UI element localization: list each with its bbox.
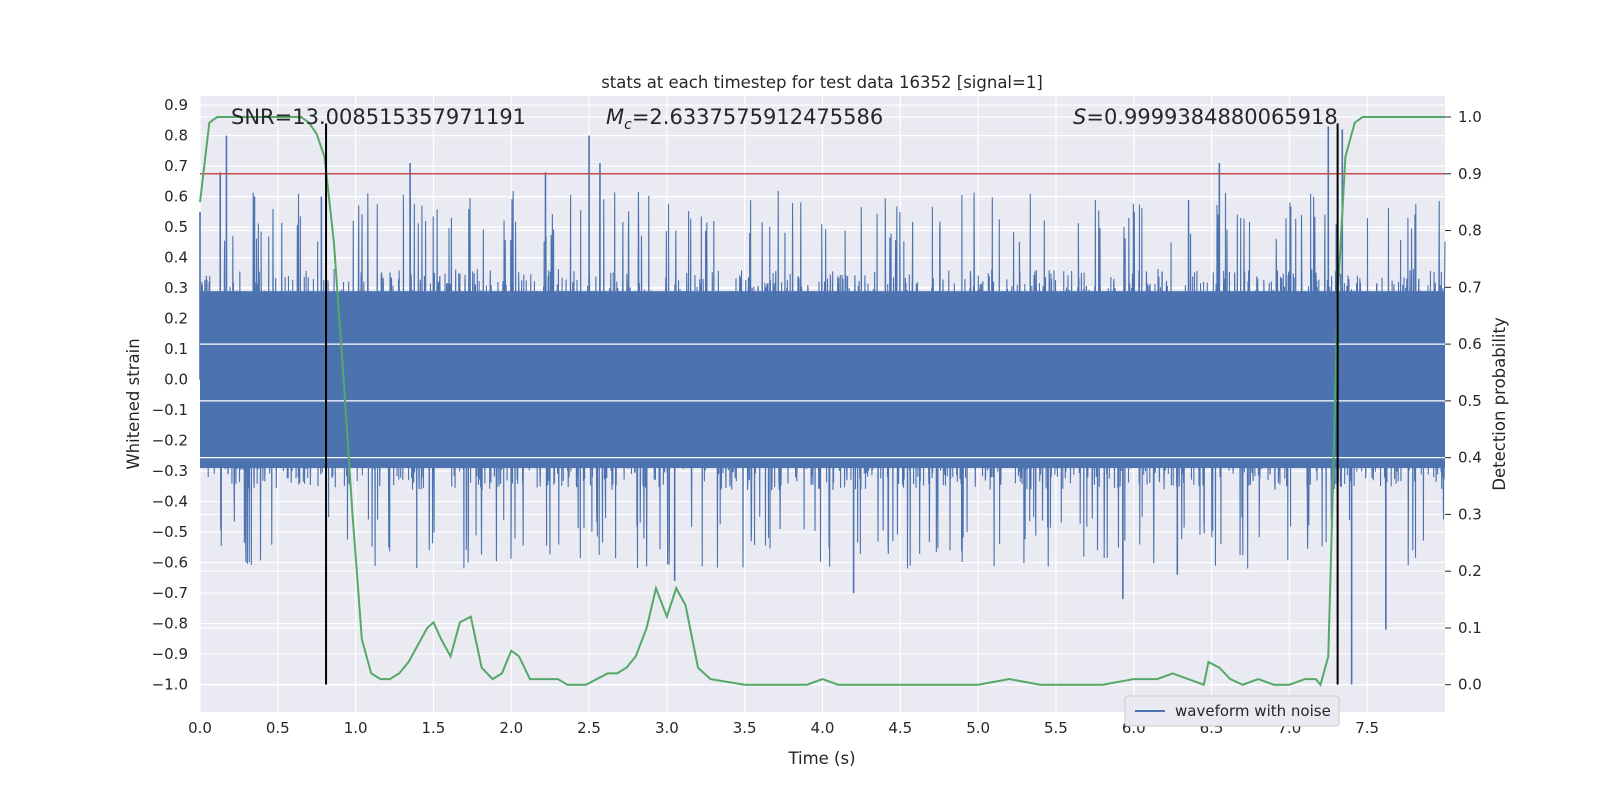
y-left-tick-label: −0.2 <box>152 432 188 450</box>
y-left-tick-label: 0.5 <box>164 218 188 236</box>
legend: waveform with noise <box>1124 695 1340 727</box>
statistic-value: =0.9999384880065918 <box>1086 105 1337 129</box>
chirp-mass-value: =2.6337575912475586 <box>632 105 883 129</box>
y-left-tick-label: 0.6 <box>164 188 188 206</box>
x-tick-label: 2.0 <box>499 719 523 737</box>
chirp-mass-symbol: M <box>606 105 624 129</box>
waveform-core-band <box>200 291 1445 469</box>
snr-annotation: SNR=13.008515357971191 <box>231 105 526 129</box>
legend-box <box>1124 695 1340 727</box>
y-right-tick-label: 1.0 <box>1458 108 1482 126</box>
statistic-symbol: S <box>1073 105 1086 129</box>
x-tick-label: 4.0 <box>811 719 835 737</box>
x-tick-label: 2.5 <box>577 719 601 737</box>
y-left-tick-label: 0.0 <box>164 371 188 389</box>
y-right-tick-label: 0.4 <box>1458 449 1482 467</box>
y-right-tick-label: 0.8 <box>1458 222 1482 240</box>
y-left-tick-label: 0.3 <box>164 279 188 297</box>
chirp-mass-subscript: c <box>624 117 632 133</box>
y-left-tick-label: −1.0 <box>152 676 188 694</box>
y-axis-right-ticks: 0.0 0.1 0.2 0.3 0.4 0.5 0.6 0.7 0.8 0.9 1.0 <box>1445 108 1482 694</box>
y-right-tick-label: 0.0 <box>1458 676 1482 694</box>
y-left-tick-label: −0.7 <box>152 584 188 602</box>
legend-label: waveform with noise <box>1175 702 1331 720</box>
y-left-tick-label: −0.9 <box>152 645 188 663</box>
x-tick-label: 4.5 <box>888 719 912 737</box>
y-left-tick-label: −0.8 <box>152 615 188 633</box>
plot-area <box>199 116 1446 687</box>
y-axis-left-ticks: 0.9 0.8 0.7 0.6 0.5 0.4 0.3 0.2 0.1 0.0 −0.1 −0.2 −0… <box>152 96 188 693</box>
x-tick-label: 0.0 <box>188 719 212 737</box>
y-left-tick-label: 0.9 <box>164 96 188 114</box>
y-left-tick-label: 0.4 <box>164 249 188 267</box>
y-right-tick-label: 0.7 <box>1458 278 1482 296</box>
y-left-tick-label: −0.3 <box>152 462 188 480</box>
y-left-tick-label: −0.5 <box>152 523 188 541</box>
y-right-tick-label: 0.3 <box>1458 505 1482 523</box>
y-left-tick-label: −0.4 <box>152 493 188 511</box>
y-right-tick-label: 0.6 <box>1458 335 1482 353</box>
x-tick-label: 1.5 <box>422 719 446 737</box>
chirp-mass-annotation: Mc=2.6337575912475586 <box>606 105 883 133</box>
y-right-tick-label: 0.9 <box>1458 165 1482 183</box>
x-tick-label: 5.0 <box>966 719 990 737</box>
y-left-tick-label: −0.1 <box>152 401 188 419</box>
y-axis-right-label: Detection probability <box>1490 317 1509 491</box>
x-tick-label: 7.5 <box>1355 719 1379 737</box>
chart-title: stats at each timestep for test data 163… <box>601 73 1043 92</box>
x-tick-label: 0.5 <box>266 719 290 737</box>
statistic-annotation: S=0.9999384880065918 <box>1073 105 1338 129</box>
y-left-tick-label: 0.1 <box>164 340 188 358</box>
y-left-tick-label: 0.7 <box>164 157 188 175</box>
x-tick-label: 3.5 <box>733 719 757 737</box>
x-axis-label: Time (s) <box>787 749 855 768</box>
y-axis-left-label: Whitened strain <box>124 338 143 469</box>
probability-line <box>199 116 1445 687</box>
y-right-tick-label: 0.1 <box>1458 619 1482 637</box>
x-tick-label: 1.0 <box>344 719 368 737</box>
y-left-tick-label: −0.6 <box>152 554 188 572</box>
x-tick-label: 5.5 <box>1044 719 1068 737</box>
y-right-tick-label: 0.5 <box>1458 392 1482 410</box>
y-left-tick-label: 0.2 <box>164 310 188 328</box>
y-left-tick-label: 0.8 <box>164 127 188 145</box>
x-tick-label: 3.0 <box>655 719 679 737</box>
y-right-tick-label: 0.2 <box>1458 562 1482 580</box>
